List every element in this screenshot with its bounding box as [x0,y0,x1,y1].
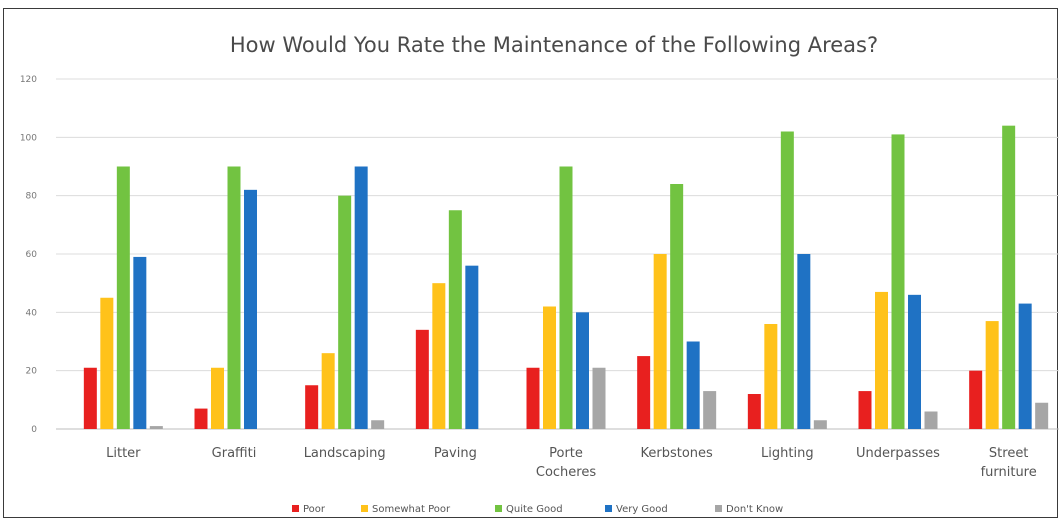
bar [415,329,429,429]
x-tick-label: Cocheres [536,465,596,480]
bar [891,134,905,429]
x-tick-label: Graffiti [212,446,257,461]
chart-frame: How Would You Rate the Maintenance of th… [3,8,1059,518]
x-tick-label: Underpasses [856,446,940,461]
legend-label: Somewhat Poor [372,504,451,515]
legend-label: Quite Good [506,504,563,515]
bar [924,411,938,429]
bar [576,312,589,429]
bar [116,166,130,429]
bar [592,367,606,429]
bar [813,420,827,429]
bar [858,391,872,429]
y-tick-label: 0 [31,425,37,435]
x-tick-label: Porte [549,446,583,461]
bar [747,394,761,429]
bar [305,385,319,429]
x-axis-ticks: Litter Graffiti Landscaping Paving Porte Coch… [106,446,1037,480]
bar [764,324,778,429]
chart-title: How Would You Rate the Maintenance of th… [230,33,878,57]
x-tick-label: Landscaping [304,446,386,461]
bar [465,265,479,429]
legend-label: Don't Know [726,504,783,515]
bar [526,367,540,429]
legend-swatch [495,505,502,512]
x-tick-label: Paving [434,446,477,461]
bar [543,306,556,429]
legend-swatch [605,505,612,512]
y-tick-label: 120 [20,75,37,85]
bar [653,254,667,429]
bar [670,184,684,429]
bar [969,370,983,429]
bar [1018,303,1032,429]
bar [908,294,921,429]
bar [194,408,208,429]
bar [371,420,385,429]
legend-swatch [361,505,368,512]
bar [797,254,811,429]
bar [703,391,717,429]
bar [83,367,97,429]
x-tick-label: Street [989,446,1029,461]
bar [354,166,368,429]
y-tick-label: 80 [26,192,38,202]
y-tick-label: 100 [20,133,37,143]
bar [448,210,462,429]
y-tick-label: 60 [26,250,38,260]
bar [1035,402,1049,429]
y-axis-ticks: 0 20 40 60 80 100 120 [20,75,37,435]
bar [227,166,241,429]
bar [338,195,352,429]
bar [686,341,700,429]
x-tick-label: Litter [106,446,141,461]
bar [244,189,257,429]
legend-label: Very Good [616,504,668,515]
y-tick-label: 40 [26,308,38,318]
bar [780,131,794,429]
legend-label: Poor [303,504,326,515]
x-tick-label: furniture [981,465,1037,480]
bar [985,321,999,429]
bars [83,125,1049,430]
chart: How Would You Rate the Maintenance of th… [20,33,1059,515]
bar [559,166,573,429]
legend: Poor Somewhat Poor Quite Good Very Good Don'… [292,504,783,515]
bar [875,291,888,429]
bar [321,353,335,429]
y-tick-label: 20 [26,367,38,377]
x-tick-label: Lighting [761,446,814,461]
bar [133,256,147,429]
bar [149,426,163,429]
legend-swatch [715,505,722,512]
bar [1002,125,1016,430]
bar [432,283,446,429]
legend-swatch [292,505,299,512]
x-tick-label: Kerbstones [641,446,714,461]
bar [637,356,651,429]
bar [211,367,224,429]
bar [100,297,114,429]
